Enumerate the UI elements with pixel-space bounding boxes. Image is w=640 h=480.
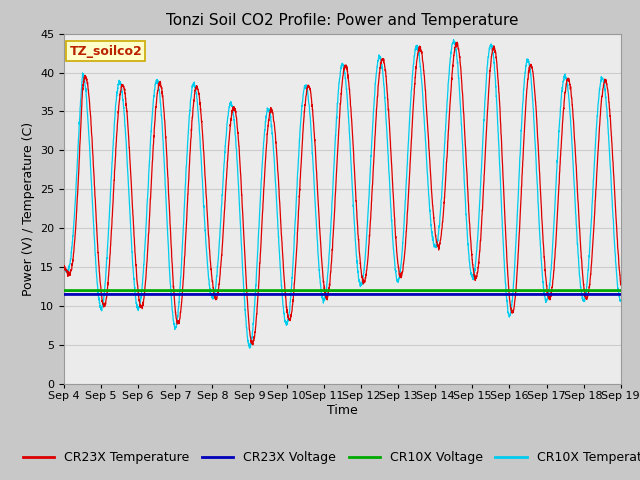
Title: Tonzi Soil CO2 Profile: Power and Temperature: Tonzi Soil CO2 Profile: Power and Temper… bbox=[166, 13, 518, 28]
X-axis label: Time: Time bbox=[327, 404, 358, 417]
Y-axis label: Power (V) / Temperature (C): Power (V) / Temperature (C) bbox=[22, 122, 35, 296]
Text: TZ_soilco2: TZ_soilco2 bbox=[70, 45, 142, 58]
Legend: CR23X Temperature, CR23X Voltage, CR10X Voltage, CR10X Temperature: CR23X Temperature, CR23X Voltage, CR10X … bbox=[18, 446, 640, 469]
